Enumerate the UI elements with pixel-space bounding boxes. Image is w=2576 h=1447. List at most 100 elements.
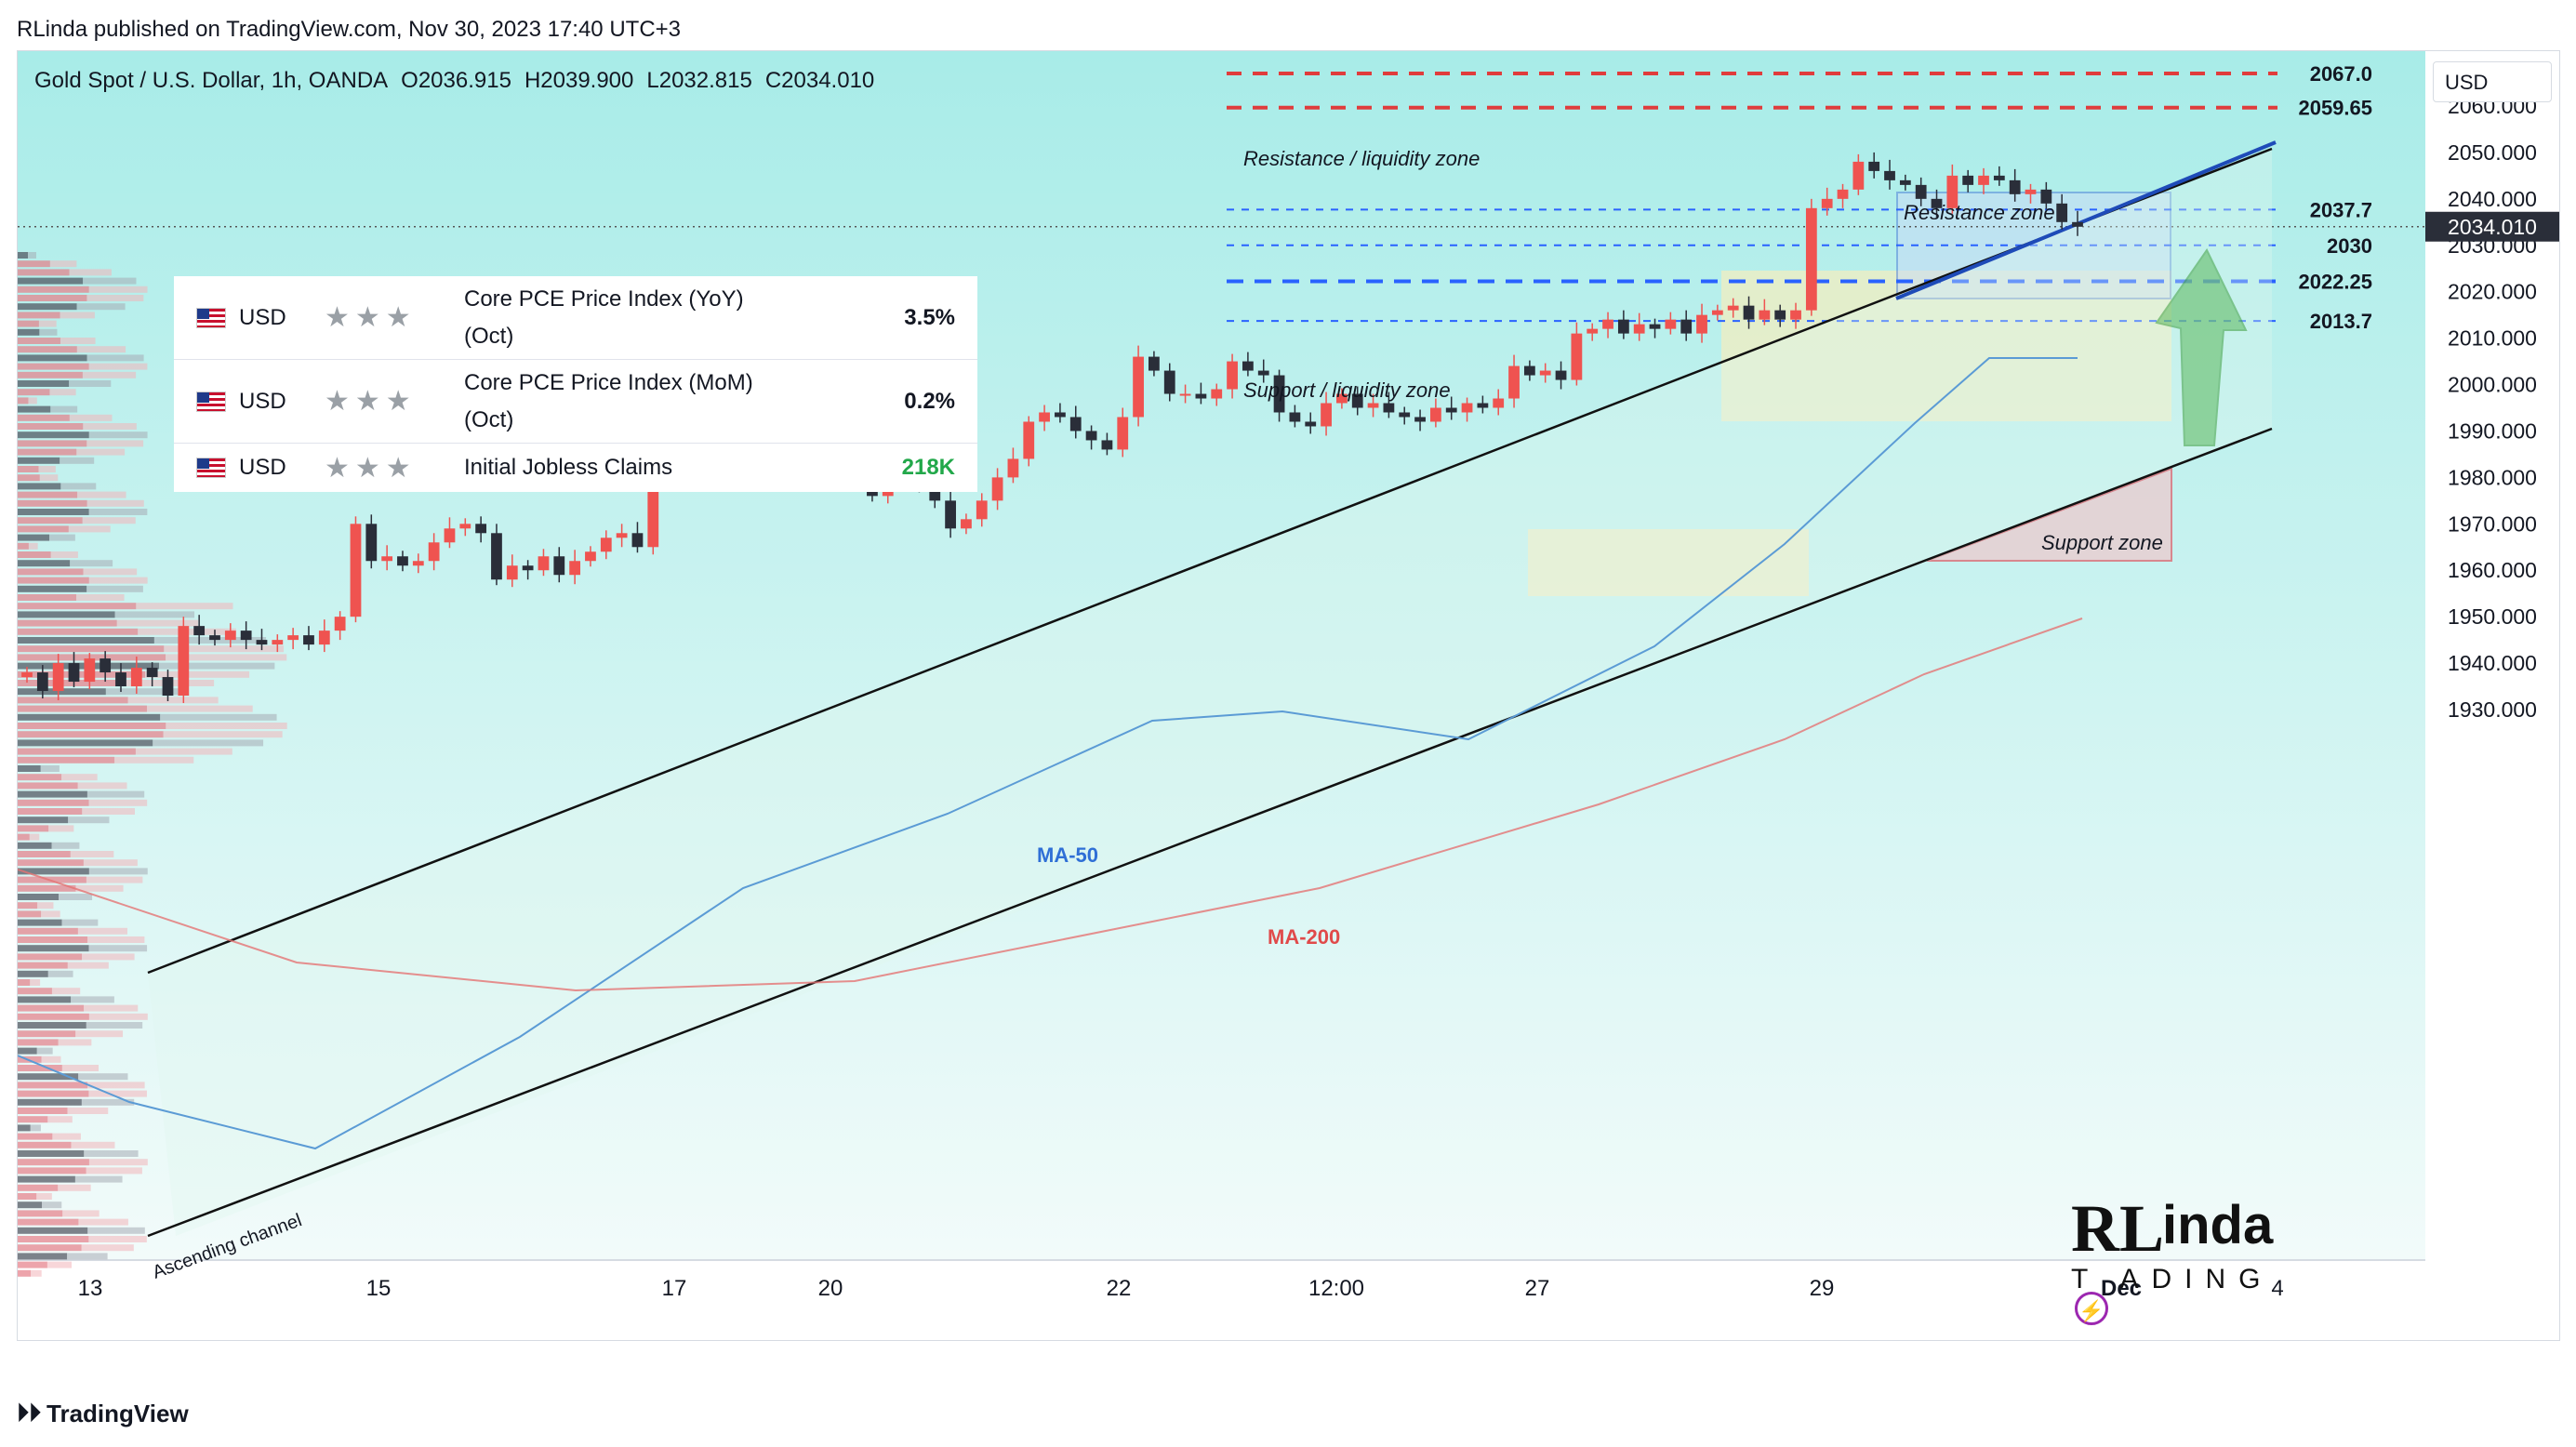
candle-body [1805,207,1817,311]
candle-body [1868,161,1880,171]
volume-bar [37,902,54,909]
star-rating-icon: ★★★ [325,386,417,417]
volume-bar [49,389,76,396]
annotation-resistance-zone: Resistance zone [1904,201,2055,224]
annotation-resistance-liquidity: Resistance / liquidity zone [1243,147,1480,170]
candle-body [193,626,206,636]
volume-bar [38,320,57,327]
publisher-info: RLinda published on TradingView.com, Nov… [17,17,682,42]
volume-bar [18,808,83,815]
chart-area[interactable]: 2067.0 2059.65 2037.7 2030 2022.25 2013.7 Resi… [17,50,2427,1341]
volume-bar [83,277,137,285]
last-price-label: 2034.010 [2448,215,2537,239]
volume-bar [76,346,126,353]
candle-body [1242,361,1254,371]
volume-bar [84,1150,139,1157]
volume-bar [47,970,73,977]
star-rating-icon: ★★★ [325,302,417,333]
volume-bar [135,748,232,755]
candle-body [178,626,190,697]
candle-body [1899,179,1911,185]
time-axis-tick: 27 [1525,1276,1550,1301]
event-name-line2: (Oct) [464,406,514,432]
volume-bar [82,808,135,815]
volume-bar [70,560,113,567]
volume-bar [18,688,106,696]
volume-bar [166,654,287,661]
volume-bar [88,1159,148,1166]
volume-bar [60,457,95,464]
candle-body [569,561,581,576]
currency-button[interactable]: USD [2433,61,2552,102]
candles [21,152,2083,704]
volume-bar [18,774,62,781]
level-label: 2037.7 [2310,198,2372,221]
volume-bar [18,988,52,995]
candle-body [1163,370,1175,394]
candle-body [1414,417,1426,422]
lightning-icon[interactable]: ⚡ [2075,1292,2108,1325]
candle-body [2072,221,2083,227]
volume-bar [18,1065,62,1071]
volume-bar [18,491,78,498]
tradingview-logo[interactable]: ⏵⏵ TradingView [17,1399,189,1428]
candle-body [1117,417,1129,450]
candle-body [1696,314,1707,334]
us-flag-icon [196,458,226,478]
candle-body [146,668,158,678]
volume-bar [88,431,148,439]
price-chart[interactable]: 2067.0 2059.65 2037.7 2030 2022.25 2013.7 Resi… [18,51,2426,1340]
star-rating-icon: ★★★ [325,452,417,484]
volume-bar [18,894,60,900]
volume-bar [18,953,83,961]
volume-bar [18,962,68,969]
volume-bar [18,868,89,875]
volume-bar [70,851,114,857]
volume-bar [18,551,51,558]
volume-bar [18,884,76,892]
volume-bar [58,1184,91,1191]
volume-bar [83,423,137,430]
volume-bar [18,1269,32,1277]
volume-bar [52,1133,81,1140]
volume-bar [49,534,75,541]
volume-bar [18,790,87,798]
volume-bar [18,876,86,883]
candle-body [1915,184,1927,199]
volume-bar [41,1055,61,1063]
volume-bar [29,833,40,841]
volume-bar [18,645,165,653]
candle-body [130,668,142,687]
price-axis[interactable]: 2060.000 2050.000 2040.000 2030.000 2020.000… [2425,50,2560,1341]
volume-bar [159,662,275,670]
volume-bar [18,851,71,857]
volume-bar [62,1210,100,1217]
candle-body [1931,198,1943,208]
volume-bar [86,876,143,883]
volume-bar [42,1201,62,1209]
volume-bar [86,1022,143,1029]
volume-bar [18,825,49,832]
candle-body [1633,324,1645,334]
volume-bar [81,1244,134,1252]
candle-body [1571,333,1583,380]
candle-body [459,524,471,529]
volume-bar [60,483,97,490]
volume-bar [39,328,58,336]
volume-bar [71,996,114,1003]
candle-body [491,533,502,580]
candle-body [1493,398,1505,408]
volume-bar [88,285,148,293]
volume-bar [28,252,36,259]
volume-bar [18,509,89,515]
volume-bar [18,423,84,430]
event-value: 3.5% [904,304,955,330]
event-currency: USD [239,304,286,330]
candle-body [1101,440,1113,450]
volume-bar [18,833,30,841]
volume-bar [88,363,148,370]
volume-bar [18,440,87,447]
volume-bar [163,731,283,738]
candle-body [1351,393,1363,408]
volume-bar [160,713,277,721]
